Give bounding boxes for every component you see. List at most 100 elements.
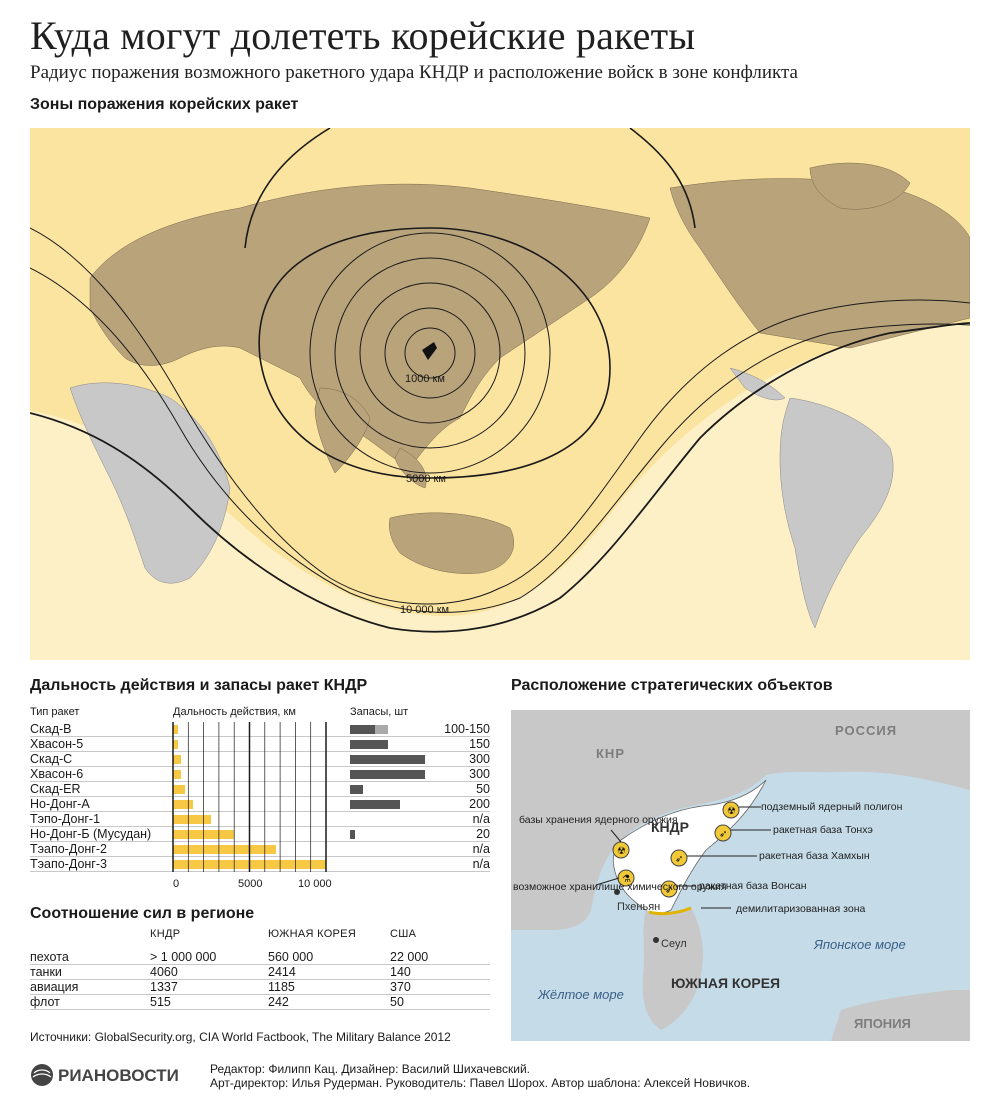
seoul-dot: [653, 937, 659, 943]
russia-land: [766, 710, 970, 790]
land-in-range: [89, 162, 970, 574]
label-kndr: КНДР: [651, 819, 689, 835]
stock-value: 300: [469, 752, 490, 766]
missile-name: Скад-С: [30, 752, 73, 766]
missile-name: Но-Донг-Б (Мусудан): [30, 827, 152, 841]
forces-cell: 370: [390, 980, 411, 994]
ria-logo-circle: [31, 1064, 53, 1086]
label-yellow-sea: Жёлтое море: [537, 987, 624, 1002]
forces-row: флот 515 242 50: [30, 995, 490, 1010]
forces-col-kndr: КНДР: [150, 928, 181, 940]
nuclear-test-site-icon: ☢: [722, 801, 740, 819]
range-bar: [173, 815, 212, 824]
stock-bar: [350, 785, 363, 794]
label-10000km: 10 000 км: [400, 604, 449, 616]
label-japan: ЯПОНИЯ: [854, 1016, 911, 1031]
japan-land: [831, 990, 970, 1041]
svg-text:☢: ☢: [617, 846, 626, 857]
north-korea-marker: [422, 342, 437, 360]
missile-name: Скад-ER: [30, 782, 81, 796]
missile-name: Тэпо-Донг-1: [30, 812, 101, 826]
svg-text:➶: ➶: [675, 854, 683, 865]
ria-logo: РИАНОВОСТИ: [30, 1060, 200, 1095]
stock-bar: [350, 755, 425, 764]
range-row: Тэпо-Донг-1 n/a: [30, 812, 490, 827]
page-title: Куда могут долететь корейские ракеты: [30, 13, 696, 58]
forces-col-south-korea: ЮЖНАЯ КОРЕЯ: [268, 928, 357, 940]
col-stock-header: Запасы, шт: [350, 706, 409, 718]
range-rings: [30, 128, 970, 633]
forces-row: пехота > 1 000 000 560 000 22 000: [30, 950, 490, 965]
forces-section-title: Соотношение сил в регионе: [30, 905, 255, 922]
range-bar: [173, 725, 178, 734]
stock-bar: [350, 800, 400, 809]
forces-cell: 1185: [268, 980, 295, 994]
strategic-map-svg: КНР РОССИЯ КНДР ЮЖНАЯ КОРЕЯ ЯПОНИЯ Японс…: [511, 710, 970, 1041]
stock-value: n/a: [472, 812, 490, 826]
range-bar: [173, 770, 181, 779]
forces-cell: 4060: [150, 965, 178, 979]
range-table: Тип ракет Дальность действия, км Запасы,…: [30, 706, 490, 896]
credits-line-1: Редактор: Филипп Кац. Дизайнер: Василий …: [210, 1062, 530, 1076]
range-bar: [173, 785, 186, 794]
stock-bar-range: [375, 725, 388, 734]
missile-name: Тэапо-Донг-2: [30, 842, 107, 856]
stock-bar: [350, 830, 355, 839]
label-dmz: демилитаризованная зона: [736, 903, 865, 915]
svg-text:⚗: ⚗: [622, 874, 631, 885]
label-nuclear-storage-text: базы хранения ядерного оружия: [519, 814, 678, 826]
forces-cell: 242: [268, 995, 289, 1009]
footer: РИАНОВОСТИ Редактор: Филипп Кац. Дизайне…: [30, 1060, 970, 1100]
missile-base-tonghae-icon: ➶: [714, 824, 732, 842]
stock-bar: [350, 725, 375, 734]
missile-base-wonsan-icon: ➶: [660, 880, 678, 898]
range-row: Но-Донг-А 200: [30, 797, 490, 812]
strategic-section-title: Расположение стратегических объектов: [511, 677, 833, 694]
chem-storage-icon: ⚗: [617, 869, 635, 887]
stock-value: n/a: [472, 842, 490, 856]
strategic-map: КНР РОССИЯ КНДР ЮЖНАЯ КОРЕЯ ЯПОНИЯ Японс…: [511, 710, 970, 1041]
leader-lines: [595, 806, 771, 909]
label-test-site: подземный ядерный полигон: [761, 801, 903, 813]
label-base-tonghae: ракетная база Тонхэ: [773, 824, 873, 836]
col-range-header: Дальность действия, км: [173, 706, 296, 718]
sources-note: Источники: GlobalSecurity.org, CIA World…: [30, 1030, 451, 1044]
label-base-hamhung: ракетная база Хамхын: [759, 850, 870, 862]
credits: Редактор: Филипп Кац. Дизайнер: Василий …: [210, 1062, 750, 1090]
map-section-title: Зоны поражения корейских ракет: [30, 96, 299, 113]
range-row: Тэапо-Донг-2 n/a: [30, 842, 490, 857]
stock-bar: [350, 770, 425, 779]
ria-logo-svg: РИАНОВОСТИ: [31, 1064, 179, 1086]
axis-label-5000: 5000: [238, 878, 263, 890]
forces-cell: 22 000: [390, 950, 429, 964]
svg-text:➶: ➶: [665, 885, 673, 896]
label-russia: РОССИЯ: [835, 723, 897, 738]
label-base-wonsan: ракетная база Вонсан: [699, 880, 807, 892]
svg-text:☢: ☢: [727, 806, 736, 817]
range-bar: [173, 845, 276, 854]
missile-name: Тэапо-Донг-3: [30, 857, 107, 871]
stock-value: 20: [476, 827, 490, 841]
forces-row-label: авиация: [30, 980, 79, 994]
missile-name: Но-Донг-А: [30, 797, 90, 811]
range-section-title: Дальность действия и запасы ракет КНДР: [30, 677, 368, 694]
axis-label-0: 0: [173, 878, 180, 890]
forces-cell: 50: [390, 995, 404, 1009]
range-bar: [173, 755, 181, 764]
forces-row: танки 4060 2414 140: [30, 965, 490, 980]
world-range-map: 1000 км 5000 км 10 000 км: [30, 128, 970, 660]
label-south-korea: ЮЖНАЯ КОРЕЯ: [671, 975, 780, 991]
missile-base-hamhung-icon: ➶: [670, 849, 688, 867]
label-pyongyang: Пхеньян: [617, 901, 660, 913]
forces-cell: 560 000: [268, 950, 314, 964]
axis-label-10000: 10 000: [298, 878, 332, 890]
page-subtitle: Радиус поражения возможного ракетного уд…: [30, 62, 798, 83]
nuclear-storage-icon: ☢: [612, 841, 630, 859]
land-out-of-range: [69, 367, 894, 629]
range-row: Хвасон-5 150: [30, 737, 490, 752]
china-land: [511, 710, 778, 930]
forces-row-label: пехота: [30, 950, 69, 964]
south-korea-land: [642, 908, 703, 1030]
forces-cell: 140: [390, 965, 411, 979]
stock-value: 200: [469, 797, 490, 811]
